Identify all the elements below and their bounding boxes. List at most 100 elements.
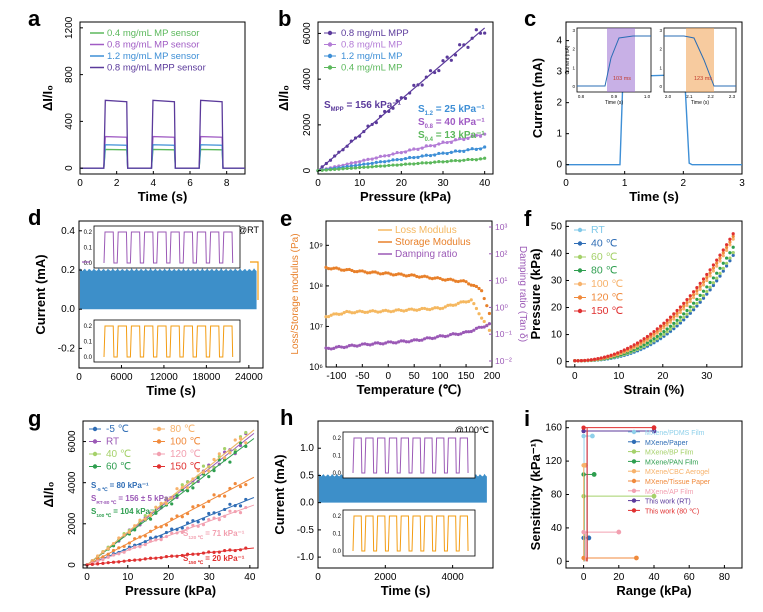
data-point — [96, 562, 100, 566]
data-point — [639, 339, 643, 343]
data-point — [368, 271, 372, 275]
data-point — [185, 489, 190, 493]
data-point — [688, 309, 692, 313]
data-point — [428, 69, 433, 73]
data-point — [111, 542, 116, 546]
data-point — [606, 354, 610, 358]
legend-entry: 150 ℃ — [170, 462, 201, 473]
data-point — [448, 332, 453, 337]
data-point — [725, 264, 729, 268]
data-point — [583, 358, 587, 363]
data-point — [599, 356, 603, 360]
legend-entry: 100 ℃ — [591, 278, 623, 290]
data-point — [175, 487, 179, 491]
data-point — [324, 161, 328, 166]
inset-y-tick: 0.2 — [333, 514, 342, 520]
legend-marker — [631, 429, 637, 435]
data-point — [180, 483, 184, 487]
data-point — [478, 157, 483, 161]
data-point — [402, 339, 406, 343]
data-point — [652, 339, 656, 343]
data-point — [159, 538, 163, 542]
data-point — [412, 147, 416, 151]
data-point — [358, 165, 362, 170]
data-point — [474, 28, 478, 32]
data-point — [715, 258, 719, 262]
data-point — [386, 309, 390, 313]
data-point — [651, 428, 657, 434]
data-point — [437, 160, 441, 164]
y-tick-label: -0.5 — [297, 525, 315, 536]
data-point — [469, 329, 473, 334]
data-point — [470, 157, 474, 162]
data-point — [728, 240, 732, 244]
data-point — [474, 284, 479, 289]
data-point — [403, 156, 408, 161]
inset-y-tick: 0.1 — [84, 340, 93, 346]
data-point — [711, 276, 716, 280]
data-point — [350, 268, 354, 273]
data-point — [688, 305, 692, 309]
inset-y-tick: 0 — [572, 84, 575, 89]
data-point — [435, 276, 440, 280]
inset-y-tick: 0.2 — [84, 230, 93, 236]
data-point — [164, 554, 169, 559]
data-point — [223, 507, 227, 512]
data-point — [708, 280, 712, 285]
data-point — [708, 271, 712, 275]
data-point — [416, 83, 420, 87]
data-point — [698, 287, 702, 291]
panel-letter-g: g — [28, 406, 41, 431]
x-axis-label: Temperature (℃) — [357, 382, 462, 397]
legend-entry: 40 ℃ — [106, 449, 131, 460]
data-point — [483, 145, 487, 149]
y2-tick-label: 10⁰ — [495, 302, 508, 312]
legend-entry: Storage Modulus — [395, 237, 471, 248]
data-point — [464, 330, 468, 334]
data-point — [437, 142, 441, 146]
data-point — [408, 148, 412, 152]
data-point — [466, 157, 470, 162]
y-tick-label: 50 — [551, 221, 563, 232]
data-point — [675, 318, 679, 322]
data-point — [685, 303, 689, 307]
y-tick-label: 2 — [556, 98, 562, 109]
condition-note: @100℃ — [455, 425, 489, 435]
x-tick-label: 60 — [684, 572, 696, 583]
data-point — [456, 332, 460, 337]
data-point — [581, 428, 586, 434]
data-point — [349, 166, 353, 170]
data-point — [212, 457, 216, 462]
data-point — [342, 345, 346, 350]
data-point — [143, 540, 147, 544]
legend-marker — [92, 464, 98, 469]
data-point — [659, 332, 663, 336]
inset-y-tick: 0.0 — [84, 261, 93, 267]
data-point — [435, 335, 440, 339]
data-point — [326, 266, 331, 271]
x-axis-label: Time (s) — [138, 189, 188, 204]
data-point — [474, 158, 478, 162]
data-point — [616, 529, 622, 535]
y-tick-label: 1.0 — [300, 443, 314, 454]
data-point — [347, 310, 351, 314]
x-tick-label: 40 — [648, 572, 660, 583]
data-point — [394, 341, 398, 345]
data-point — [191, 505, 195, 509]
data-point — [101, 555, 105, 559]
data-point — [412, 273, 416, 277]
data-point — [180, 553, 184, 558]
data-point — [217, 512, 221, 516]
data-point — [409, 273, 414, 277]
data-point — [721, 254, 725, 258]
x-tick-label: 80 — [719, 572, 731, 583]
data-point — [458, 136, 462, 141]
data-point — [675, 311, 679, 315]
data-point — [154, 505, 158, 509]
legend-marker — [577, 227, 583, 233]
data-point — [148, 529, 153, 533]
data-point — [459, 279, 463, 283]
data-point — [127, 547, 131, 551]
inset-x-label: Time (s) — [605, 100, 623, 106]
data-point — [715, 264, 719, 268]
